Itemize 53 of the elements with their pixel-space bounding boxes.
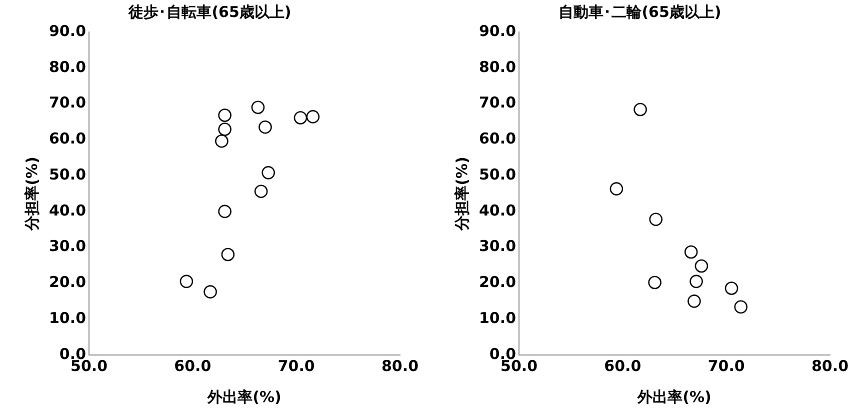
point [262, 166, 275, 180]
y-tick-label: 20.0 [48, 273, 86, 292]
y-tick-label: 90.0 [48, 22, 86, 40]
point [690, 274, 703, 288]
y-tick-label: 40.0 [478, 201, 516, 220]
x-axis-title: 外出率(%) [636, 388, 712, 406]
x-tick-label: 70.0 [708, 356, 745, 375]
point [204, 285, 217, 298]
y-tick-label: 10.0 [478, 309, 516, 327]
x-tick-label: 70.0 [278, 356, 315, 375]
y-tick-label: 80.0 [48, 58, 86, 76]
point [684, 245, 698, 259]
y-tick-label: 10.0 [48, 309, 86, 327]
point [694, 259, 708, 273]
point [648, 276, 662, 290]
point [634, 102, 647, 116]
point [251, 100, 265, 114]
x-axis-title: 外出率(%) [206, 388, 282, 406]
point [218, 122, 232, 136]
y-tick-label: 60.0 [478, 130, 516, 148]
point [649, 212, 662, 226]
x-tick-label: 60.0 [604, 356, 642, 375]
x-tick-label: 80.0 [381, 356, 419, 375]
point [734, 300, 748, 314]
y-tick-label: 40.0 [48, 201, 86, 220]
point [215, 134, 228, 148]
y-axis-title: 分担率(%) [22, 156, 41, 232]
x-tick-label: 80.0 [811, 356, 849, 375]
y-tick-label: 70.0 [478, 94, 516, 112]
y-tick-label: 50.0 [48, 165, 86, 184]
y-tick-label: 30.0 [48, 237, 86, 256]
y-tick-label: 30.0 [478, 237, 516, 256]
y-tick-label: 50.0 [478, 165, 516, 184]
chart-title: 自動車･二輪(65歳以上) [558, 2, 722, 21]
point [218, 108, 232, 122]
y-tick-label: 90.0 [478, 22, 516, 40]
point [258, 120, 272, 134]
point [724, 282, 738, 295]
point [294, 111, 308, 124]
y-tick-label: 60.0 [48, 130, 86, 148]
point [688, 294, 701, 308]
y-tick-label: 70.0 [48, 94, 86, 112]
point [610, 182, 624, 196]
point [254, 184, 268, 198]
point [306, 110, 320, 124]
x-tick-label: 60.0 [174, 356, 212, 375]
point [218, 204, 232, 218]
chart-title: 徒歩･自転車(65歳以上) [128, 2, 292, 21]
point [180, 274, 194, 288]
y-tick-label: 80.0 [478, 58, 516, 76]
y-tick-label: 20.0 [478, 273, 516, 292]
point [221, 248, 235, 262]
y-axis-title: 分担率(%) [452, 156, 471, 232]
